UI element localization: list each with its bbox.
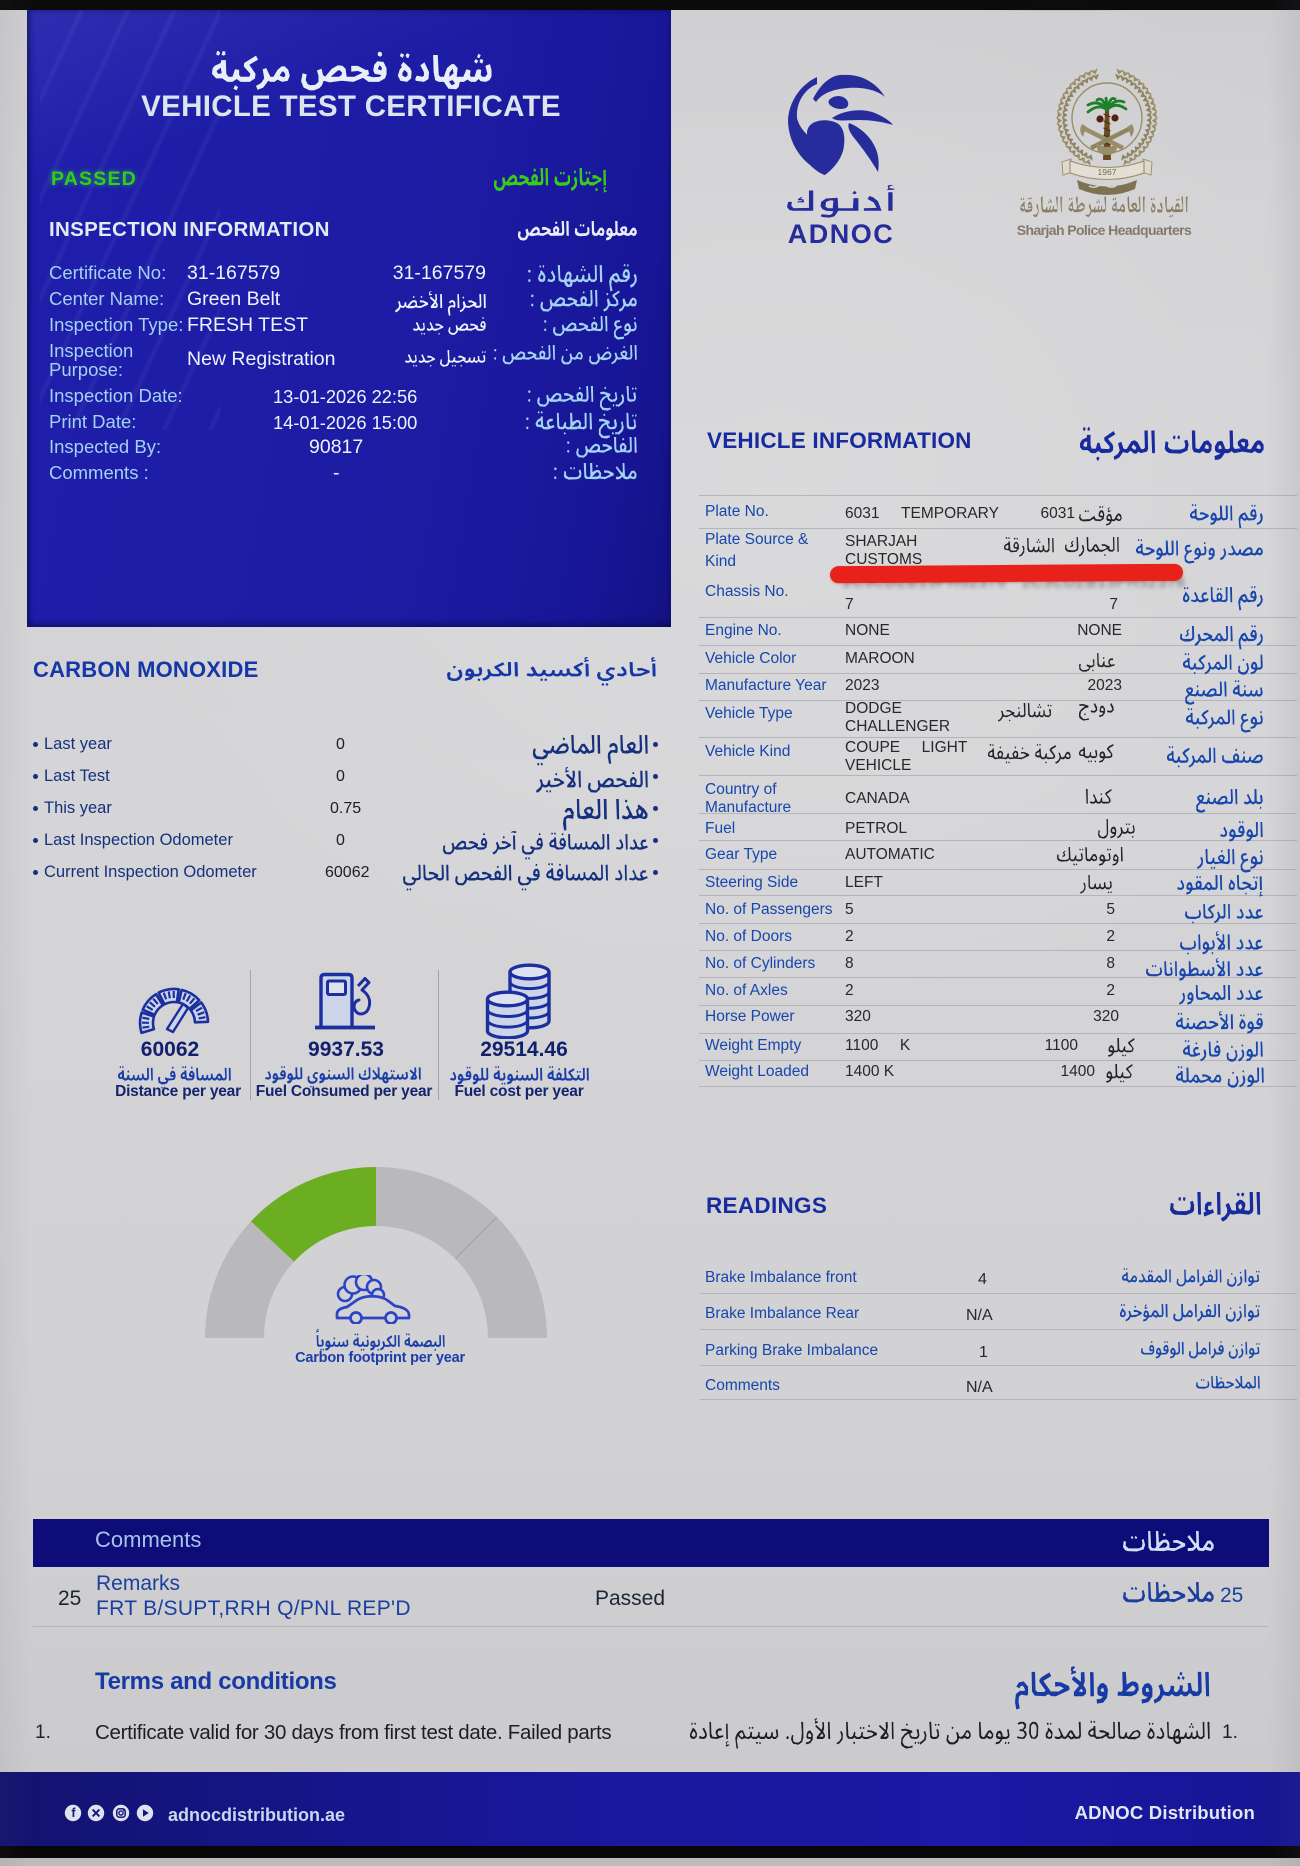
svg-text:f: f [71,1806,76,1820]
svg-text:1967: 1967 [1098,167,1117,177]
